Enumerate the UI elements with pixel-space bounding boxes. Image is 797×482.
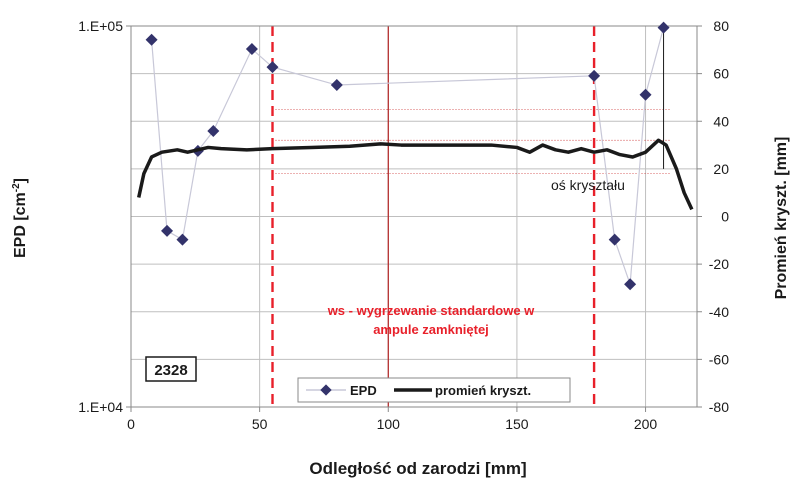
epd-point (608, 233, 621, 246)
y-right-tick-label: 20 (713, 161, 729, 177)
epd-point (207, 125, 220, 138)
series-epd (145, 21, 670, 291)
y-right-tick-label: -20 (709, 256, 729, 272)
crystal-axis-label: oś kryształu (551, 177, 625, 193)
sample-id-box (145, 356, 197, 382)
y-right-tick-label: 80 (713, 18, 729, 34)
epd-point (145, 33, 158, 46)
epd-point (639, 88, 652, 101)
y-right-tick-label: -80 (709, 399, 729, 415)
epd-point (588, 69, 601, 82)
epd-point (266, 61, 279, 74)
y-left-axis-label: EPD [cm-2] (11, 178, 29, 258)
epd-point (624, 278, 637, 291)
y-left-tick-label: 1.E+04 (78, 399, 123, 415)
epd-point (245, 43, 258, 56)
epd-point (176, 233, 189, 246)
x-tick-label: 50 (252, 416, 268, 432)
x-tick-label: 100 (377, 416, 401, 432)
y-right-tick-label: 0 (721, 209, 729, 225)
y-right-tick-label: -60 (709, 351, 729, 367)
y-right-axis-label: Promień kryszt. [mm] (773, 137, 790, 300)
y-right-axis-ticks: -80 -60 -40 -20 0 20 40 60 80 (697, 18, 729, 415)
epd-point (657, 21, 670, 34)
x-axis-ticks: 0 50 100 150 200 (127, 407, 657, 432)
x-tick-label: 200 (634, 416, 658, 432)
y-left-tick-label: 1.E+05 (78, 18, 123, 34)
legend-epd-label: EPD (350, 383, 377, 398)
ws-annotation-line2: ampule zamkniętej (373, 322, 489, 337)
legend-epd-marker (320, 384, 332, 396)
epd-point (330, 79, 343, 92)
y-left-axis-ticks: 1.E+04 1.E+05 (78, 18, 131, 415)
epd-connector-line (150, 27, 665, 285)
x-axis-label: Odległość od zarodzi [mm] (309, 459, 526, 478)
x-tick-label: 0 (127, 416, 135, 432)
y-right-tick-label: 40 (713, 113, 729, 129)
radius-line (137, 138, 694, 211)
series-radius (137, 138, 694, 211)
y-right-tick-label: -40 (709, 304, 729, 320)
legend-radius-label: promień kryszt. (435, 383, 531, 398)
epd-point (161, 224, 174, 237)
sample-id-label: 2328 (154, 362, 187, 379)
ws-annotation-line1: ws - wygrzewanie standardowe w (327, 303, 535, 318)
x-tick-label: 150 (505, 416, 529, 432)
legend: EPD promień kryszt. (297, 377, 571, 403)
y-right-tick-label: 60 (713, 66, 729, 82)
